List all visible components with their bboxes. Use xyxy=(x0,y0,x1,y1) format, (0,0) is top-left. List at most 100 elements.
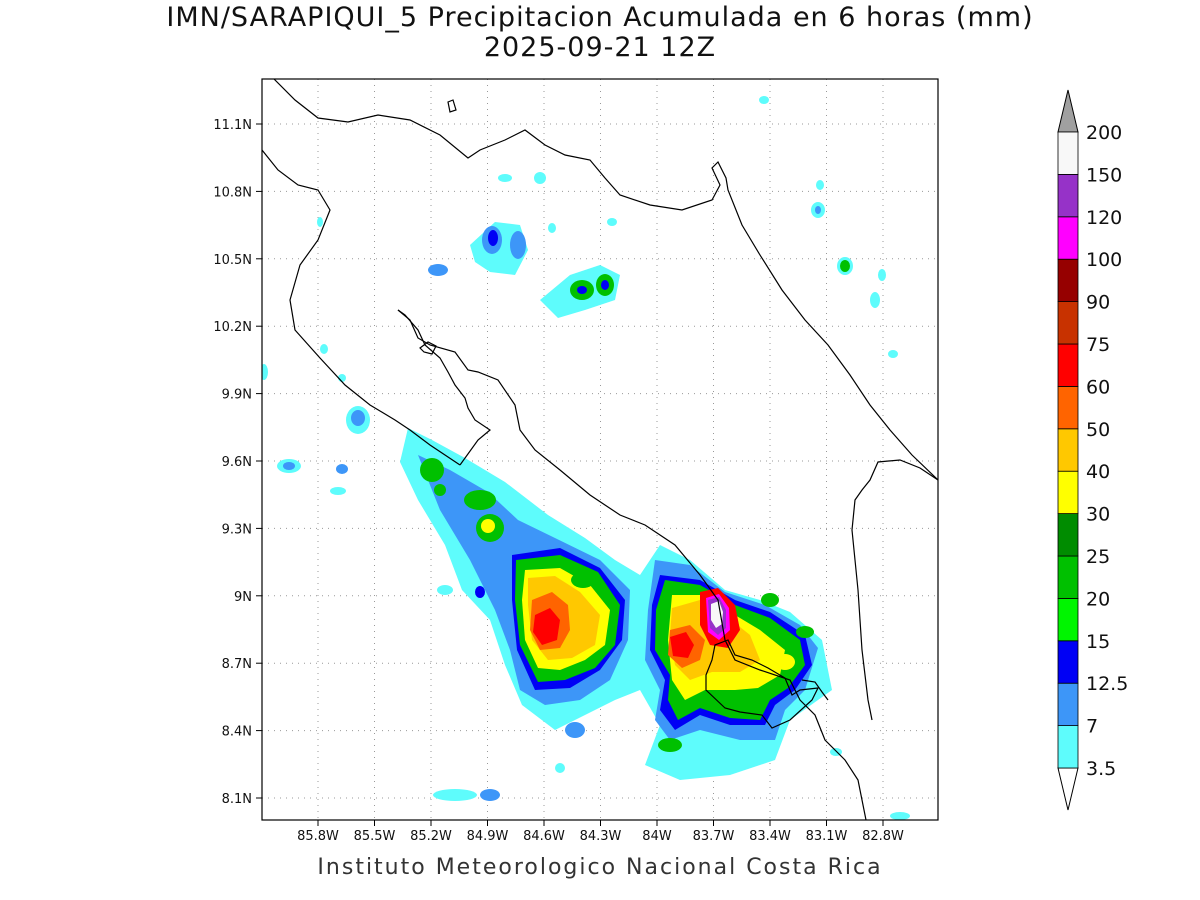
lat-tick-label: 9.6N xyxy=(222,455,252,470)
lon-tick-label: 83.4W xyxy=(749,829,791,844)
colorbar-swatch xyxy=(1057,173,1079,218)
rain-cell xyxy=(433,789,477,801)
lon-tick-label: 84W xyxy=(642,829,672,844)
rain-cell xyxy=(577,286,587,294)
colorbar-label: 15 xyxy=(1086,631,1110,653)
rain-cell xyxy=(488,230,498,246)
rain-cell xyxy=(555,763,565,773)
lon-tick-label: 84.9W xyxy=(467,829,509,844)
colorbar-swatch xyxy=(1057,555,1079,599)
colorbar-swatch xyxy=(1057,682,1079,727)
lon-tick-label: 83.1W xyxy=(806,829,848,844)
colorbar-swatch xyxy=(1057,513,1079,557)
rain-cell xyxy=(565,722,585,738)
rain-cell xyxy=(498,174,512,182)
rain-cell xyxy=(816,180,824,190)
pacific-coast-north xyxy=(262,149,461,466)
rain-cell xyxy=(775,654,795,670)
rain-cell xyxy=(658,738,682,752)
lon-tick-label: 83.7W xyxy=(693,829,735,844)
lat-tick-label: 10.2N xyxy=(213,320,252,335)
colorbar-swatch xyxy=(1057,258,1079,303)
footer-credit: Instituto Meteorologico Nacional Costa R… xyxy=(317,855,883,880)
rain-cell xyxy=(548,223,556,233)
colorbar-swatch xyxy=(1057,640,1079,684)
colorbar-swatch xyxy=(1057,428,1079,472)
rain-cell xyxy=(336,464,348,474)
rain-cell xyxy=(510,231,526,259)
colorbar-label: 25 xyxy=(1086,546,1110,568)
colorbar-label: 3.5 xyxy=(1086,758,1116,780)
rain-cell xyxy=(815,206,821,214)
lon-tick-label: 84.6W xyxy=(523,829,565,844)
rain-east-red-2 xyxy=(670,632,694,658)
lon-tick-label: 84.3W xyxy=(580,829,622,844)
rain-cell xyxy=(320,344,328,354)
chira-island xyxy=(419,341,437,355)
rain-cell xyxy=(262,364,268,380)
lake-islet xyxy=(447,99,457,113)
rain-cell xyxy=(840,260,850,272)
rain-cell xyxy=(480,789,500,801)
colorbar-over-triangle xyxy=(1057,89,1079,133)
rain-cell xyxy=(759,96,769,104)
axis-ticks: 85.8W 85.5W 85.2W 84.9W 84.6W 84.3W 84W 83.7W 83… xyxy=(213,118,904,844)
colorbar-swatch xyxy=(1057,385,1079,430)
rain-cell xyxy=(761,593,779,607)
lat-tick-label: 8.4N xyxy=(222,725,252,740)
rain-cell xyxy=(428,264,448,276)
colorbar-label: 200 xyxy=(1086,122,1122,144)
panama-pacific-east xyxy=(801,679,829,701)
panama-coast-east xyxy=(851,459,938,721)
colorbar-swatch xyxy=(1057,343,1079,387)
rain-cell xyxy=(607,218,617,226)
colorbar-label: 60 xyxy=(1086,376,1110,398)
precipitation-field xyxy=(262,96,910,820)
north-coast-caribbean xyxy=(273,79,938,481)
rain-east-max-white xyxy=(711,601,723,628)
map-frame xyxy=(261,78,939,821)
graticule-grid xyxy=(262,79,938,820)
rain-west-red xyxy=(533,608,560,645)
rain-cell xyxy=(737,673,753,687)
colorbar-label: 50 xyxy=(1086,419,1110,441)
map-datetime: 2025-09-21 12Z xyxy=(483,32,717,63)
nicoya-peninsula xyxy=(397,309,492,466)
colorbar-legend: 3.5 7 12.5 15 20 25 30 40 50 60 75 90 100 120 150 200 xyxy=(1057,89,1128,811)
rain-cell xyxy=(434,484,446,496)
rain-cell xyxy=(437,585,453,595)
lat-tick-label: 8.1N xyxy=(222,792,252,807)
lat-tick-label: 11.1N xyxy=(213,118,252,133)
rain-cell xyxy=(796,626,814,638)
colorbar-label: 7 xyxy=(1086,716,1098,738)
colorbar-swatch xyxy=(1057,725,1079,769)
colorbar-label: 30 xyxy=(1086,504,1110,526)
colorbar-label: 150 xyxy=(1086,164,1122,186)
rain-cell xyxy=(890,812,910,820)
rain-cell xyxy=(571,572,595,588)
lon-tick-label: 85.5W xyxy=(354,829,396,844)
lat-tick-label: 9.3N xyxy=(222,522,252,537)
coastline-borders xyxy=(262,79,938,820)
rain-cell xyxy=(481,519,495,533)
rain-cell xyxy=(878,269,886,281)
lon-tick-label: 82.8W xyxy=(862,829,904,844)
rain-cell xyxy=(888,350,898,358)
colorbar-label: 40 xyxy=(1086,461,1110,483)
rain-cell xyxy=(870,292,880,308)
gulf-of-nicoya xyxy=(397,309,867,820)
rain-cell xyxy=(464,490,496,510)
map-title: IMN/SARAPIQUI_5 Precipitacion Acumulada … xyxy=(166,2,1034,33)
colorbar-swatch xyxy=(1057,470,1079,515)
rain-cell xyxy=(601,280,609,290)
rain-cell xyxy=(475,586,485,598)
lon-tick-label: 85.8W xyxy=(297,829,339,844)
colorbar-label: 12.5 xyxy=(1086,673,1128,695)
lat-tick-label: 8.7N xyxy=(222,657,252,672)
colorbar-swatch xyxy=(1057,216,1079,260)
colorbar-label: 100 xyxy=(1086,249,1122,271)
rain-cell xyxy=(420,458,444,482)
colorbar-swatch xyxy=(1057,598,1079,642)
lon-tick-label: 85.2W xyxy=(410,829,452,844)
